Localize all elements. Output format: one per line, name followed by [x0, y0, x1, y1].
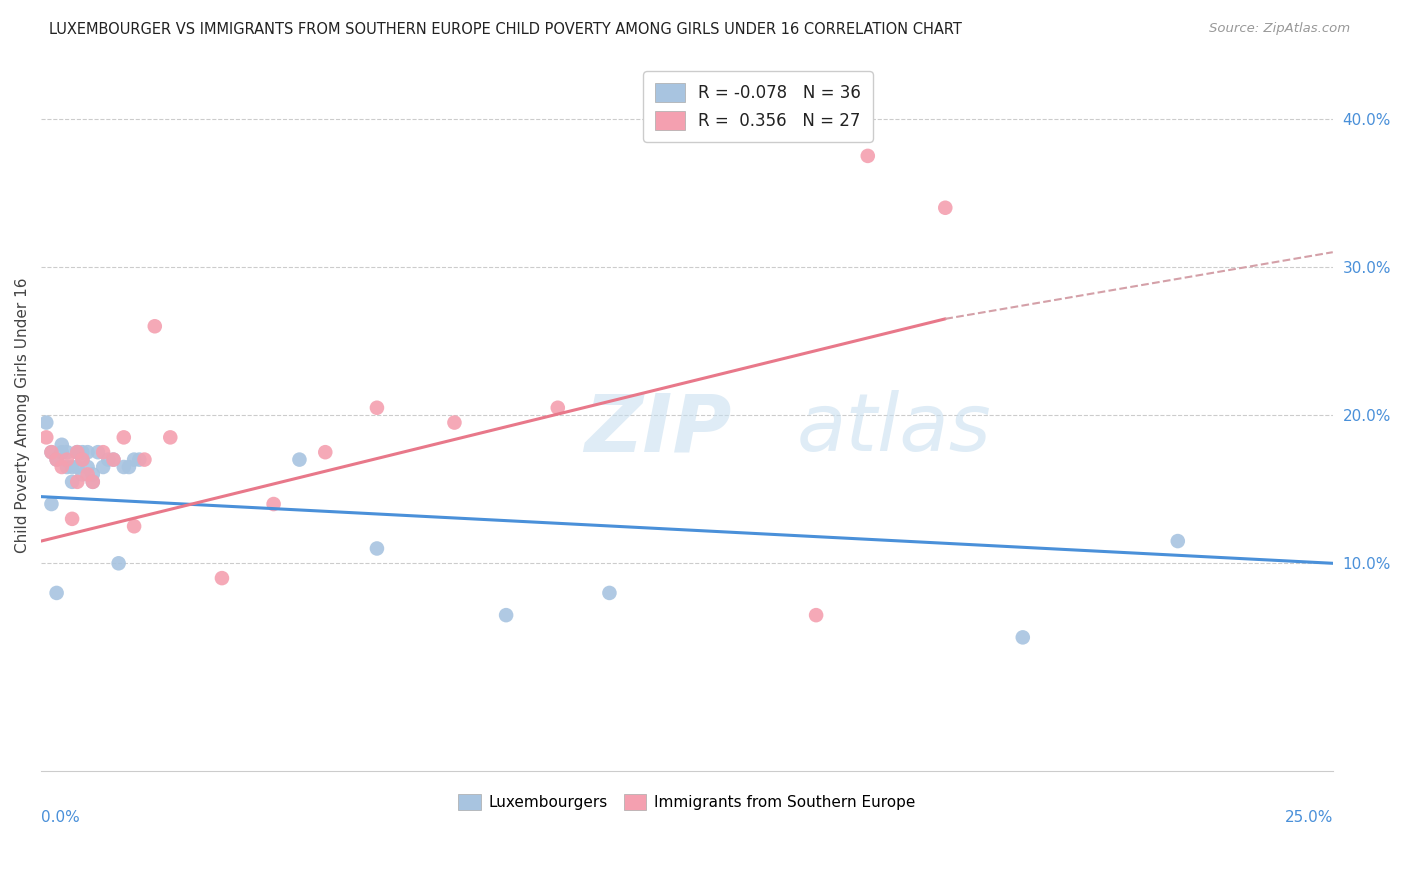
Point — [366, 541, 388, 556]
Point — [82, 467, 104, 482]
Point — [76, 467, 98, 482]
Text: ZIP: ZIP — [583, 391, 731, 468]
Point — [45, 452, 67, 467]
Legend: Luxembourgers, Immigrants from Southern Europe: Luxembourgers, Immigrants from Southern … — [453, 789, 921, 816]
Point — [45, 452, 67, 467]
Point — [1167, 534, 1189, 549]
Point — [288, 452, 311, 467]
Point — [51, 445, 73, 459]
Text: 0.0%: 0.0% — [41, 810, 80, 825]
Point — [366, 401, 388, 415]
Point — [66, 475, 89, 489]
Point — [118, 460, 141, 475]
Point — [91, 445, 114, 459]
Point — [211, 571, 233, 585]
Point — [51, 438, 73, 452]
Point — [159, 430, 181, 444]
Point — [66, 445, 89, 459]
Point — [72, 467, 94, 482]
Point — [41, 445, 63, 459]
Point — [60, 475, 83, 489]
Point — [35, 430, 58, 444]
Point — [56, 445, 79, 459]
Point — [547, 401, 569, 415]
Point — [598, 586, 620, 600]
Point — [103, 452, 125, 467]
Point — [82, 475, 104, 489]
Point — [103, 452, 125, 467]
Point — [97, 452, 120, 467]
Point — [122, 519, 145, 533]
Point — [72, 445, 94, 459]
Point — [72, 452, 94, 467]
Text: atlas: atlas — [797, 391, 991, 468]
Text: LUXEMBOURGER VS IMMIGRANTS FROM SOUTHERN EUROPE CHILD POVERTY AMONG GIRLS UNDER : LUXEMBOURGER VS IMMIGRANTS FROM SOUTHERN… — [49, 22, 962, 37]
Point — [87, 445, 110, 459]
Point — [112, 430, 135, 444]
Point — [263, 497, 285, 511]
Point — [112, 460, 135, 475]
Point — [56, 452, 79, 467]
Point — [41, 445, 63, 459]
Point — [856, 149, 879, 163]
Point — [934, 201, 956, 215]
Point — [82, 475, 104, 489]
Y-axis label: Child Poverty Among Girls Under 16: Child Poverty Among Girls Under 16 — [15, 277, 30, 553]
Point — [60, 460, 83, 475]
Point — [66, 445, 89, 459]
Point — [314, 445, 336, 459]
Point — [51, 460, 73, 475]
Point — [804, 608, 827, 623]
Point — [495, 608, 517, 623]
Point — [91, 460, 114, 475]
Point — [72, 452, 94, 467]
Point — [60, 512, 83, 526]
Point — [134, 452, 156, 467]
Point — [443, 416, 465, 430]
Point — [128, 452, 150, 467]
Point — [66, 445, 89, 459]
Point — [76, 445, 98, 459]
Point — [66, 460, 89, 475]
Point — [143, 319, 166, 334]
Point — [41, 497, 63, 511]
Point — [45, 586, 67, 600]
Point — [122, 452, 145, 467]
Point — [35, 416, 58, 430]
Text: 25.0%: 25.0% — [1285, 810, 1333, 825]
Text: Source: ZipAtlas.com: Source: ZipAtlas.com — [1209, 22, 1350, 36]
Point — [76, 460, 98, 475]
Point — [107, 557, 129, 571]
Point — [56, 460, 79, 475]
Point — [1011, 631, 1033, 645]
